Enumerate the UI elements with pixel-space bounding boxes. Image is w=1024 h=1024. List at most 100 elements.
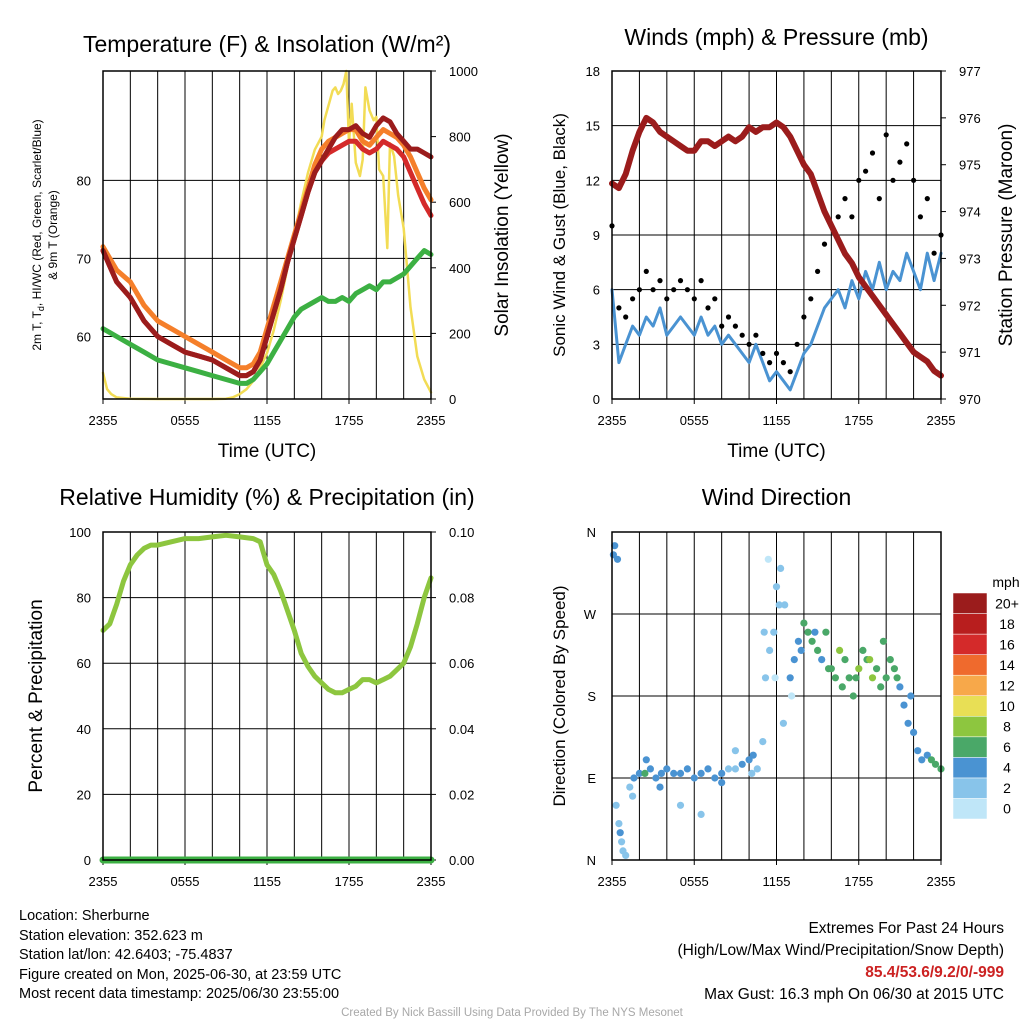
winds-series-station-pressure — [609, 114, 944, 379]
gust-point — [636, 287, 643, 293]
colorbar-label: 20+ — [995, 595, 1019, 611]
dir-xtick: 0555 — [680, 874, 709, 889]
rh-ytick-right: 0.00 — [449, 853, 474, 868]
direction-point — [797, 646, 805, 655]
gust-point — [643, 268, 649, 274]
gust-point — [691, 296, 697, 302]
direction-point — [890, 665, 899, 673]
direction-point — [866, 656, 874, 664]
colorbar-label: 8 — [1003, 719, 1011, 735]
direction-point — [814, 646, 822, 655]
direction-point — [918, 756, 926, 764]
direction-point — [779, 719, 788, 727]
rh-ytick: 20 — [77, 787, 91, 802]
recent-timestamp: Most recent data timestamp: 2025/06/30 2… — [19, 986, 340, 1003]
winds-ytick: 15 — [586, 119, 600, 134]
direction-point — [868, 674, 877, 682]
extremes-values: 85.4/53.6/9.2/0/-999 — [865, 964, 1004, 981]
direction-point — [718, 779, 726, 787]
colorbar-label: 16 — [999, 636, 1015, 652]
temp-ytick: 60 — [77, 330, 91, 345]
temp-series-hi-wc — [100, 115, 434, 379]
direction-point — [907, 692, 915, 700]
gust-point — [760, 350, 766, 356]
dir-xtick: 1155 — [763, 874, 791, 889]
temp-ytick-right: 200 — [449, 326, 471, 341]
temp-xtick: 2355 — [417, 413, 446, 428]
direction-point — [630, 774, 638, 782]
extremes-subtitle: (High/Low/Max Wind/Precipitation/Snow De… — [677, 942, 1005, 959]
direction-point — [642, 756, 650, 764]
gust-point — [664, 296, 670, 302]
dir-ytick: N — [587, 525, 596, 540]
station-location: Location: Sherburne — [19, 908, 150, 924]
colorbar-label: 6 — [1003, 739, 1011, 755]
temp-ytick: 70 — [77, 251, 91, 266]
direction-point — [611, 542, 619, 550]
direction-point — [859, 646, 867, 655]
direction-point — [676, 801, 685, 809]
direction-point — [804, 628, 812, 636]
direction-point — [896, 683, 904, 691]
direction-point — [822, 628, 830, 636]
direction-point — [770, 628, 778, 636]
gust-point — [931, 250, 937, 256]
direction-point — [641, 769, 649, 778]
gust-point — [780, 360, 787, 366]
direction-point — [704, 765, 712, 773]
direction-point — [711, 774, 719, 782]
rh-ylabel: Percent & Precipitation — [26, 599, 47, 792]
station-info: Location: Sherburne Station elevation: 3… — [19, 907, 341, 1005]
direction-point — [760, 628, 768, 636]
rh-title: Relative Humidity (%) & Precipitation (i… — [59, 484, 474, 510]
winds-ytick-right: 977 — [959, 64, 981, 79]
winds-ytick: 6 — [593, 283, 600, 298]
temp-title: Temperature (F) & Insolation (W/m²) — [83, 31, 451, 57]
winds-series-sonic-wind — [610, 251, 943, 392]
gust-point — [773, 350, 780, 356]
temp-ytick-right: 400 — [449, 261, 471, 276]
dir-ylabel: Direction (Colored By Speed) — [550, 585, 569, 806]
rh-xtick: 2355 — [417, 874, 446, 889]
winds-xtick: 2355 — [598, 413, 627, 428]
colorbar-label: 12 — [999, 677, 1015, 693]
colorbar-label: 2 — [1003, 780, 1011, 796]
gust-point — [842, 196, 848, 202]
gust-point — [630, 296, 636, 302]
dir-ytick: W — [584, 607, 597, 622]
colorbar-swatch — [952, 695, 988, 717]
temp-xtick: 1155 — [253, 413, 281, 428]
winds-ytick: 12 — [586, 173, 600, 188]
station-elevation: Station elevation: 352.623 m — [19, 927, 203, 944]
direction-point — [818, 656, 826, 664]
gust-point — [753, 332, 759, 338]
gust-point — [739, 332, 745, 338]
dir-xtick: 1755 — [844, 874, 873, 889]
winds-ytick-right: 973 — [959, 251, 981, 266]
gust-point — [904, 141, 910, 147]
rh-xtick: 0555 — [171, 874, 200, 889]
gust-point — [712, 296, 718, 302]
direction-point — [873, 665, 881, 673]
rh-xtick: 2355 — [89, 874, 118, 889]
direction-point — [753, 765, 761, 773]
direction-point — [836, 646, 844, 655]
rh-ytick: 0 — [84, 853, 91, 868]
winds-xtick: 1755 — [844, 413, 873, 428]
direction-point — [748, 769, 756, 778]
gust-point — [657, 278, 663, 284]
temp-ytick-right: 600 — [449, 195, 471, 210]
colorbar-label: 18 — [999, 616, 1015, 632]
temp-ytick-right: 0 — [449, 392, 456, 407]
temp-xtick: 0555 — [171, 413, 200, 428]
winds-ytick-right: 974 — [959, 205, 981, 220]
colorbar-swatch — [952, 757, 988, 779]
direction-point — [724, 765, 733, 773]
rh-ytick-right: 0.06 — [449, 656, 474, 671]
temp-xtick: 1755 — [335, 413, 364, 428]
direction-point — [893, 674, 901, 682]
winds-ytick-right: 970 — [959, 392, 981, 407]
colorbar-swatch — [952, 592, 988, 614]
direction-point — [626, 783, 634, 791]
